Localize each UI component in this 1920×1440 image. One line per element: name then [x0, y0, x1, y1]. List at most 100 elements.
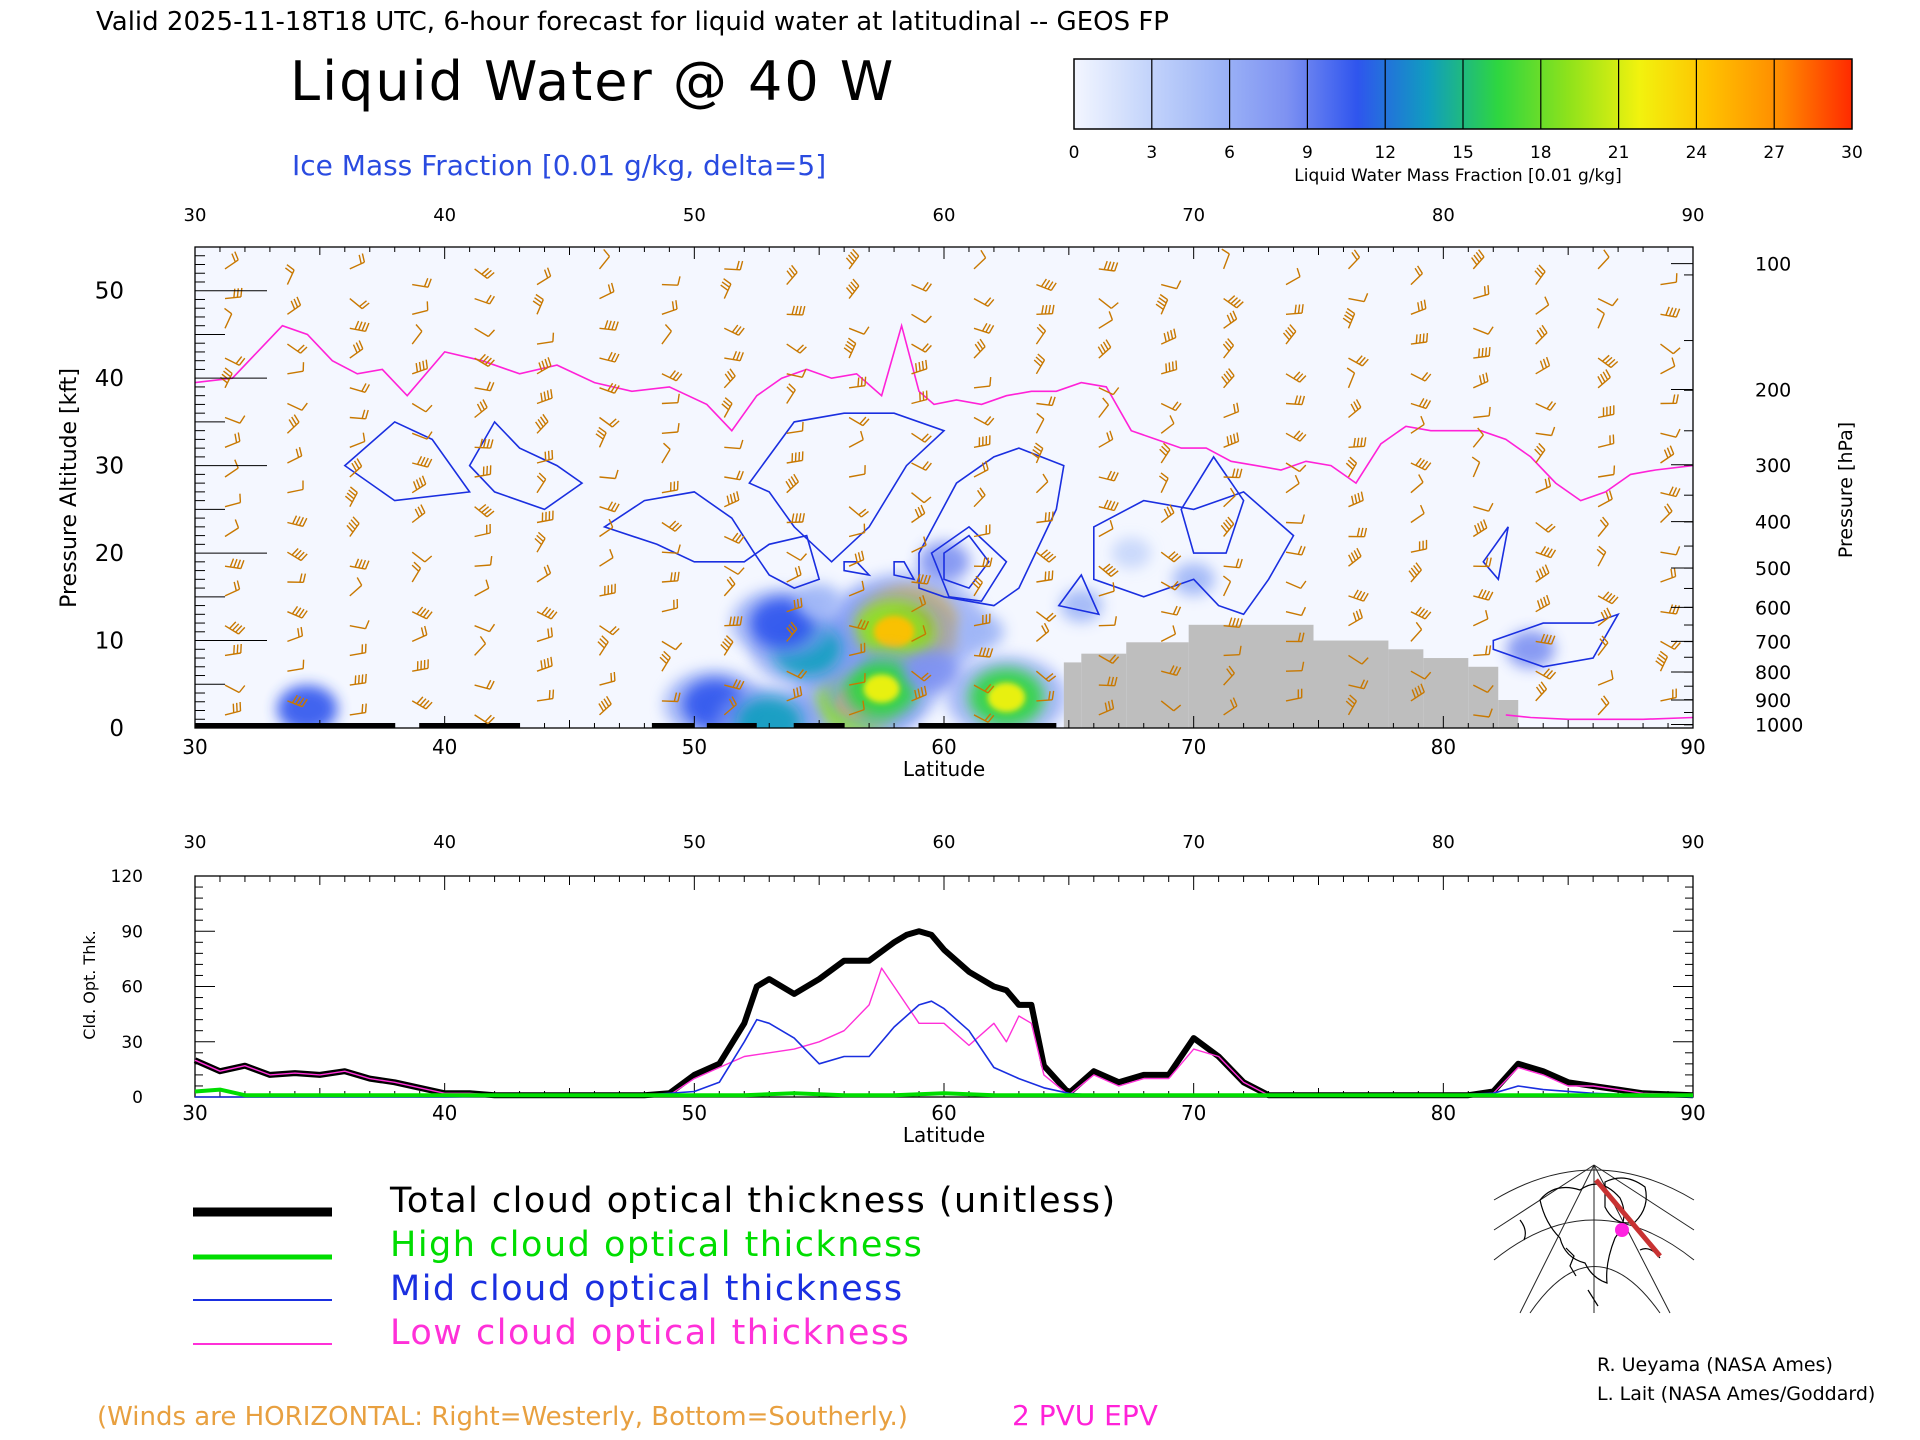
ice-contour: [943, 534, 990, 590]
wind-barb-feather: [1473, 254, 1480, 263]
x-tick-label: 90: [1680, 735, 1705, 759]
wind-barb-feather: [1536, 329, 1543, 339]
wind-barb-feather: [423, 277, 429, 287]
x-tick-label-top: 30: [184, 832, 207, 853]
wind-barb-feather: [1361, 657, 1369, 665]
wind-barb-shaft: [1160, 551, 1175, 563]
wind-barb-shaft: [786, 628, 798, 642]
wind-barb-shaft: [1597, 473, 1615, 478]
pvu-note: 2 PVU EPV: [1012, 1399, 1158, 1432]
pressure-tick-label: 500: [1755, 558, 1791, 580]
wind-barb-feather: [971, 581, 980, 589]
y-tick-label: 120: [111, 867, 143, 887]
wind-barb-shaft: [411, 700, 427, 710]
wind-barb-shaft: [661, 373, 677, 382]
wind-barb-shaft: [536, 635, 553, 643]
wind-barb-shaft: [286, 421, 300, 434]
wind-barb-feather: [677, 276, 681, 286]
wind-barb-feather: [981, 462, 986, 472]
wind-barb-feather: [862, 700, 865, 710]
wind-barb-feather: [1550, 426, 1556, 436]
inset-map: [1493, 1164, 1695, 1314]
wind-barb-feather: [1415, 334, 1418, 344]
wind-barb-feather: [1294, 474, 1300, 484]
wind-barb-shaft: [474, 506, 488, 518]
wind-barb-feather: [1169, 415, 1175, 424]
pressure-tick-label: 300: [1755, 455, 1791, 477]
wind-barb-feather: [365, 409, 369, 419]
wind-barb-feather: [1731, 445, 1737, 452]
wind-barb-feather: [534, 537, 543, 546]
wind-barb-feather: [1735, 384, 1740, 392]
wind-barb-shaft: [1597, 357, 1612, 369]
wind-barb-feather: [987, 417, 995, 426]
wind-barb-shaft: [786, 481, 799, 494]
wind-barb-feather: [291, 694, 298, 704]
wind-barb-feather: [1739, 264, 1743, 272]
wind-barb-shaft: [536, 518, 553, 524]
wind-barb-feather: [484, 714, 492, 723]
wind-barb-feather: [423, 457, 429, 467]
wind-barb-shaft: [287, 488, 304, 494]
wind-barb-shaft: [1473, 327, 1489, 335]
wind-barb-feather: [361, 302, 370, 310]
ice-contour: [343, 420, 472, 502]
wind-barb-feather: [427, 458, 433, 468]
wind-barb-feather: [1672, 307, 1677, 317]
wind-barb-feather: [346, 524, 354, 533]
wind-barb-shaft: [1473, 355, 1490, 359]
wind-barb-feather: [1475, 251, 1483, 261]
wind-barb-shaft: [1035, 330, 1047, 345]
wind-barb-feather: [1048, 614, 1057, 622]
wind-barb-shaft: [848, 681, 865, 686]
wind-barb-feather: [1238, 645, 1242, 655]
pvu-line-low: [1505, 714, 1693, 721]
wind-barb-shaft: [1098, 476, 1115, 482]
wind-barb-feather: [295, 696, 302, 705]
wind-barb-feather: [1542, 358, 1548, 368]
wind-barb-feather: [1045, 673, 1054, 680]
wind-barb-feather: [1349, 456, 1357, 464]
wind-barb-feather: [915, 363, 918, 373]
wind-barb-feather: [1543, 596, 1548, 606]
wind-barb-feather: [1356, 590, 1363, 600]
wind-barb-feather: [1225, 519, 1233, 528]
wind-barb-shaft: [1285, 330, 1297, 345]
wind-barb-shaft: [1597, 313, 1605, 329]
wind-barb-feather: [298, 516, 305, 526]
wind-barb-feather: [850, 251, 858, 260]
wind-barb-shaft: [786, 343, 801, 354]
wind-barb-feather: [293, 298, 299, 308]
wind-barb-shaft: [1161, 611, 1178, 616]
wind-barb-shaft: [349, 387, 366, 393]
wind-barb-feather: [1161, 445, 1169, 453]
wind-barb-feather: [1289, 324, 1297, 332]
wind-barb-feather: [917, 506, 923, 516]
wind-barb-shaft: [1660, 453, 1675, 464]
wind-barb-shaft: [1036, 699, 1053, 702]
wind-barb-feather: [1172, 666, 1178, 675]
wind-barb-feather: [1737, 448, 1743, 455]
wind-barb-shaft: [661, 580, 678, 583]
wind-barb-feather: [677, 393, 680, 403]
wind-barb-shaft: [1222, 581, 1232, 597]
wind-barb-feather: [796, 687, 799, 697]
wind-barb-feather: [1035, 442, 1044, 449]
wind-barb-feather: [1478, 348, 1481, 358]
wind-barb-shaft: [412, 309, 428, 315]
wind-barb-feather: [1176, 280, 1182, 290]
wind-barb-feather: [352, 344, 358, 354]
wind-barb-feather: [852, 278, 860, 287]
wind-barb-feather: [1599, 638, 1607, 646]
wind-barb-feather: [669, 370, 676, 379]
wind-barb-shaft: [411, 367, 428, 375]
y-tick-label: 20: [95, 541, 124, 567]
wind-barb-feather: [1417, 302, 1420, 312]
wind-barb-feather: [1362, 592, 1369, 602]
wind-barb-shaft: [1473, 380, 1489, 389]
terrain-block: [1388, 649, 1424, 728]
wind-barb-feather: [541, 606, 549, 615]
wind-barb-feather: [1236, 432, 1240, 442]
liquid-water-core: [863, 674, 900, 703]
wind-barb-shaft: [536, 665, 553, 672]
